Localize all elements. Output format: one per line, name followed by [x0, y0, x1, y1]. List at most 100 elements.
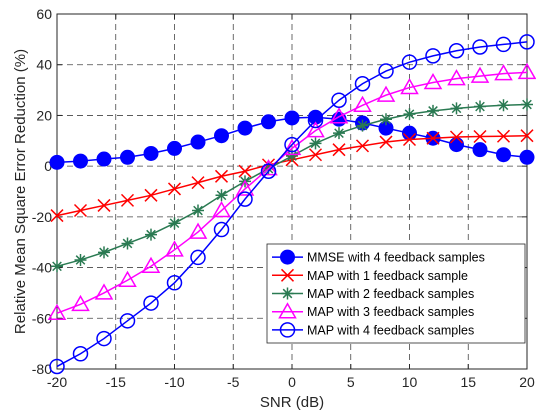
series-2-point: [473, 129, 487, 144]
series-4-point: [494, 64, 513, 81]
series-4-point: [141, 256, 161, 274]
series-3-point: [98, 246, 110, 259]
legend: MMSE with 4 feedback samples MAP with 1 f…: [266, 243, 526, 344]
series-3-point: [450, 102, 463, 115]
x-tick-label: 20: [519, 374, 535, 390]
series-5-point: [166, 275, 183, 291]
y-tick-label: -40: [32, 260, 52, 276]
series-1-point: [402, 125, 417, 141]
series-4-point: [306, 121, 325, 138]
series-4-point: [353, 95, 372, 113]
series-4-point: [94, 283, 114, 300]
series-5-point: [354, 75, 371, 92]
series-2-point: [308, 148, 323, 162]
series-1-point: [190, 134, 206, 150]
series-1-point: [237, 120, 253, 136]
series-4-point: [282, 138, 302, 156]
y-tick-label: -60: [32, 310, 52, 326]
series-1-point: [49, 154, 65, 170]
x-tick-label: -15: [106, 374, 126, 390]
series-3-point: [192, 204, 204, 217]
x-tick-label: 0: [288, 374, 296, 390]
series-3-point: [403, 108, 416, 121]
series-5-point: [378, 63, 394, 79]
series-4: [47, 62, 536, 320]
series-4-point: [118, 270, 137, 287]
series-1-point: [167, 140, 182, 156]
series-2-point: [426, 131, 440, 145]
series-2-point: [520, 129, 534, 143]
series-5-point: [143, 295, 159, 311]
series-3-point: [427, 104, 439, 117]
legend-label: MMSE with 4 feedback samples: [307, 251, 485, 265]
series-3-point: [168, 217, 181, 230]
legend-entry-1: MMSE with 4 feedback samples: [272, 249, 485, 265]
x-tick-label: -10: [164, 374, 184, 390]
series-2-point: [73, 203, 88, 218]
series-1-point: [143, 145, 159, 161]
y-tick-label: 0: [44, 158, 52, 174]
x-axis-label: SNR (dB): [260, 394, 324, 411]
series-2-point: [379, 135, 393, 149]
series-4-point: [517, 62, 536, 80]
series-1-point: [519, 149, 535, 165]
series-5-point: [213, 221, 230, 238]
series-4-point: [71, 294, 90, 312]
legend-marker: [280, 268, 295, 282]
series-3-point: [333, 127, 345, 140]
series-4-point: [447, 69, 466, 86]
y-tick-label: -80: [32, 361, 52, 377]
series-5-point: [49, 358, 65, 375]
series-5: [49, 34, 535, 375]
series-4-line: [56, 71, 528, 314]
legend-marker: [278, 302, 297, 319]
series-5-point: [425, 48, 441, 64]
x-tick-label: -5: [227, 374, 240, 390]
series-2-point: [120, 193, 135, 207]
series-2-point: [402, 132, 417, 147]
series-1-point: [284, 110, 300, 126]
series-3-point: [145, 228, 157, 241]
series-3-point: [356, 119, 369, 132]
series-1-point: [449, 137, 464, 153]
x-tick-label: 15: [460, 374, 476, 390]
legend-label: MAP with 2 feedback samples: [307, 287, 474, 301]
series-2-point: [332, 143, 346, 157]
series-3-point: [474, 100, 486, 113]
series-3-point: [215, 189, 228, 202]
x-tick-label: -20: [47, 374, 67, 390]
series-3-point: [121, 237, 134, 250]
series-5-point: [260, 163, 277, 179]
series-1-point: [96, 151, 112, 167]
legend-marker: [280, 249, 295, 265]
series-4-point: [423, 72, 443, 90]
y-tick-label: 40: [36, 57, 52, 73]
series-5-point: [72, 346, 89, 362]
series-3-point: [309, 137, 322, 150]
series-3-point: [380, 113, 392, 126]
y-tick-label: -20: [32, 209, 52, 225]
series-5-point: [96, 330, 112, 347]
series-5-line: [56, 41, 528, 368]
series-1-point: [214, 128, 229, 144]
series-2-point: [214, 169, 229, 183]
series-5-point: [401, 54, 418, 70]
series-5-point: [190, 249, 206, 266]
series-5-point: [448, 43, 465, 59]
legend-label: MAP with 1 feedback sample: [307, 269, 468, 283]
series-2-point: [97, 198, 111, 212]
series-5-point: [307, 112, 324, 129]
series-2-point: [449, 130, 464, 144]
series-4-point: [235, 179, 255, 196]
series-4-point: [470, 66, 490, 83]
series-4-point: [212, 201, 231, 218]
legend-box: [266, 243, 526, 344]
legend-label: MAP with 3 feedback samples: [307, 305, 474, 319]
y-tick-label: 60: [36, 6, 52, 22]
series-1-point: [496, 147, 511, 163]
series-5-point: [119, 313, 136, 329]
series-3-point: [521, 98, 533, 111]
series-group: [47, 34, 536, 375]
series-3-point: [51, 260, 63, 273]
series-1-point: [261, 114, 276, 130]
